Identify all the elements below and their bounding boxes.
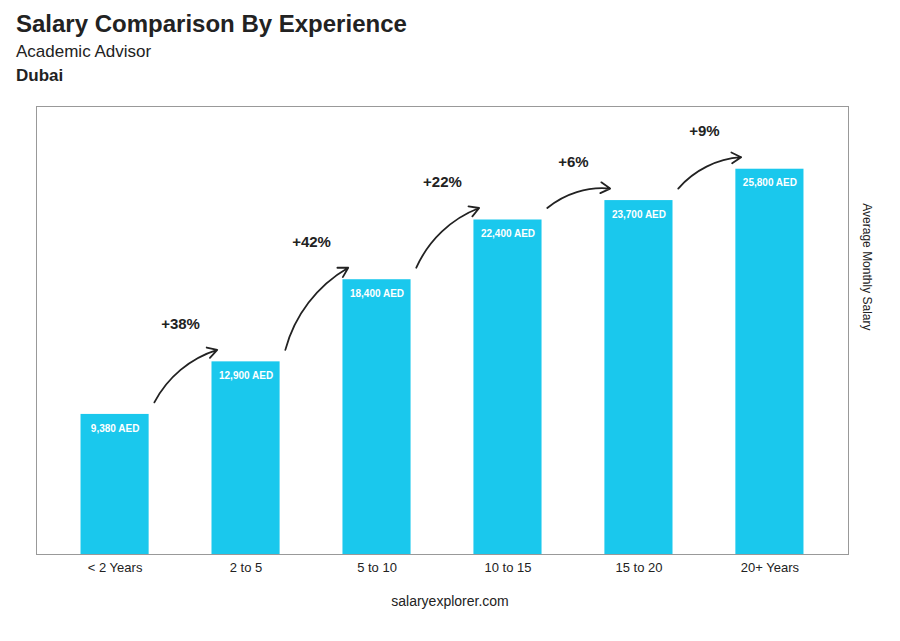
svg-text:23,700 AED: 23,700 AED bbox=[612, 209, 666, 220]
svg-text:5 to 10: 5 to 10 bbox=[357, 560, 397, 575]
svg-text:+22%: +22% bbox=[423, 173, 462, 190]
svg-text:+38%: +38% bbox=[161, 315, 200, 332]
svg-text:+9%: +9% bbox=[689, 122, 719, 139]
svg-text:+42%: +42% bbox=[292, 233, 331, 250]
svg-text:10 to 15: 10 to 15 bbox=[484, 560, 531, 575]
svg-text:< 2 Years: < 2 Years bbox=[88, 560, 143, 575]
svg-text:9,380 AED: 9,380 AED bbox=[91, 423, 140, 434]
html-text:Salary Comparison By Experienc: Salary Comparison By Experience bbox=[16, 10, 407, 37]
svg-text:22,400 AED: 22,400 AED bbox=[481, 228, 535, 239]
svg-text:20+ Years: 20+ Years bbox=[741, 560, 800, 575]
svg-text:+6%: +6% bbox=[558, 153, 588, 170]
html-text:Dubai: Dubai bbox=[16, 66, 64, 85]
svg-text:18,400 AED: 18,400 AED bbox=[350, 288, 404, 299]
html-text:Academic Advisor: Academic Advisor bbox=[16, 42, 152, 61]
svg-text:Average Monthly Salary: Average Monthly Salary bbox=[860, 203, 874, 330]
svg-text:2 to 5: 2 to 5 bbox=[230, 560, 263, 575]
html-text:salaryexplorer.com: salaryexplorer.com bbox=[391, 593, 509, 609]
svg-text:25,800 AED: 25,800 AED bbox=[743, 177, 797, 188]
svg-text:12,900 AED: 12,900 AED bbox=[219, 370, 273, 381]
svg-text:15 to 20: 15 to 20 bbox=[615, 560, 662, 575]
